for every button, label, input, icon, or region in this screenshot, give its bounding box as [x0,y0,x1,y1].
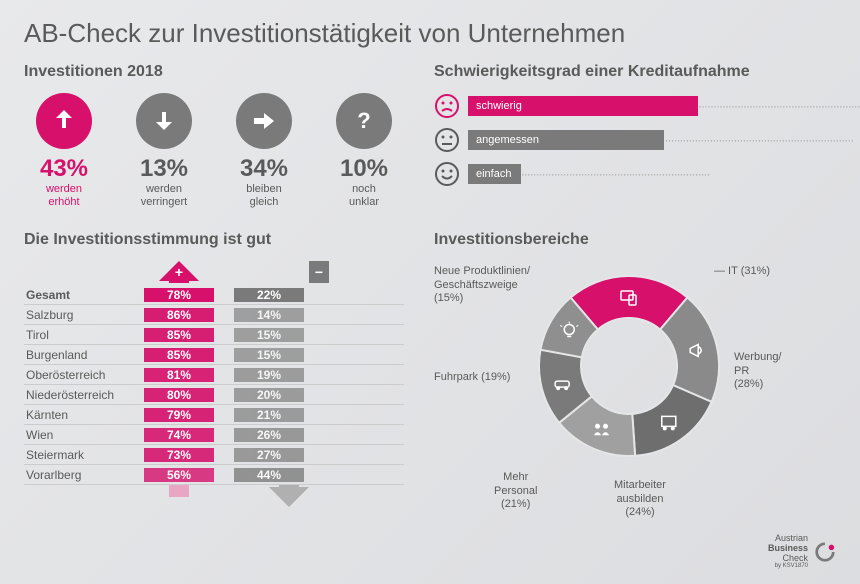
region-name: Oberösterreich [24,368,144,382]
arrow-down-head-icon: − [284,261,354,283]
invest-item: 34% bleibengleich [224,93,304,209]
dots-separator: ········································… [698,99,860,113]
donut-segment [632,385,711,456]
donut-chart [534,271,724,461]
difficulty-title: Schwierigkeitsgrad einer Kreditaufnahme [434,63,860,81]
neg-cell: 15% [234,348,304,362]
table-row: Gesamt 78% 22% [24,285,404,305]
neg-cell: 15% [234,328,304,342]
region-name: Niederösterreich [24,388,144,402]
invest-label: werdenverringert [141,183,187,209]
dots-separator: ········································… [521,167,860,181]
donut-label: Neue Produktlinien/Geschäftszweige (15%) [434,265,530,305]
stimmung-title: Die Investitionsstimmung ist gut [24,231,404,249]
svg-text:−: − [315,264,323,280]
svg-text:?: ? [357,108,370,133]
difficulty-section: Schwierigkeitsgrad einer Kreditaufnahme … [434,63,860,231]
neg-cell: 44% [234,468,304,482]
neutral-face-icon [434,127,460,153]
difficulty-bar: angemessen [468,130,664,150]
pos-cell: 56% [144,468,214,482]
neg-cell: 14% [234,308,304,322]
arrow-down-icon [254,485,324,507]
invest-label: nochunklar [349,183,379,209]
arrow-up-tail-icon [144,485,214,497]
region-name: Wien [24,428,144,442]
bereiche-title: Investitionsbereiche [434,231,860,249]
pos-cell: 85% [144,328,214,342]
neg-cell: 21% [234,408,304,422]
donut-label: Fuhrpark (19%) [434,371,510,384]
region-name: Steiermark [24,448,144,462]
down-icon [136,93,192,149]
table-row: Niederösterreich 80% 20% [24,385,404,405]
logo-mark-icon [814,541,836,563]
table-row: Burgenland 85% 15% [24,345,404,365]
svg-text:+: + [175,264,183,280]
region-name: Gesamt [24,288,144,302]
sad-face-icon [434,93,460,119]
donut-label: Werbung/PR (28%) [734,351,782,391]
logo-sub: by KSV1870 [768,563,808,570]
donut-label: — IT (31%) [714,265,770,278]
neg-cell: 19% [234,368,304,382]
neg-cell: 27% [234,448,304,462]
pos-cell: 86% [144,308,214,322]
donut-label: MehrPersonal (21%) [494,471,537,511]
up-icon [36,93,92,149]
stimmung-section: Die Investitionsstimmung ist gut + − Ges… [24,231,404,507]
question-icon: ? [336,93,392,149]
table-row: Wien 74% 26% [24,425,404,445]
table-row: Salzburg 86% 14% [24,305,404,325]
pos-cell: 78% [144,288,214,302]
neg-cell: 20% [234,388,304,402]
page-title: AB-Check zur Investitionstätigkeit von U… [24,18,836,49]
table-row: Steiermark 73% 27% [24,445,404,465]
region-name: Vorarlberg [24,468,144,482]
brand-logo: Austrian Business Check by KSV1870 [768,534,836,570]
pos-cell: 80% [144,388,214,402]
difficulty-row: schwierig ······························… [434,93,860,119]
happy-face-icon [434,161,460,187]
table-row: Tirol 85% 15% [24,325,404,345]
bereiche-section: Investitionsbereiche — IT (31%) Werbung/P… [434,231,860,507]
investitionen-title: Investitionen 2018 [24,63,404,81]
invest-item: ? 10% nochunklar [324,93,404,209]
logo-line3: Check [768,554,808,564]
region-name: Burgenland [24,348,144,362]
invest-pct: 34% [240,157,288,181]
difficulty-row: angemessen ·····························… [434,127,860,153]
difficulty-bar: einfach [468,164,521,184]
invest-item: 43% werdenerhöht [24,93,104,209]
invest-label: werdenerhöht [46,183,82,209]
difficulty-bar: schwierig [468,96,698,116]
invest-pct: 43% [40,157,88,181]
region-name: Kärnten [24,408,144,422]
pos-cell: 81% [144,368,214,382]
table-row: Vorarlberg 56% 44% [24,465,404,485]
table-row: Oberösterreich 81% 19% [24,365,404,385]
dots-separator: ········································… [664,133,860,147]
region-name: Tirol [24,328,144,342]
difficulty-row: einfach ································… [434,161,860,187]
neg-cell: 22% [234,288,304,302]
pos-cell: 74% [144,428,214,442]
invest-pct: 10% [340,157,388,181]
invest-label: bleibengleich [246,183,281,209]
pos-cell: 85% [144,348,214,362]
investitionen-section: Investitionen 2018 43% werdenerhöht 13% … [24,63,404,231]
pos-cell: 79% [144,408,214,422]
region-name: Salzburg [24,308,144,322]
pos-cell: 73% [144,448,214,462]
invest-item: 13% werdenverringert [124,93,204,209]
donut-label: Mitarbeiterausbilden (24%) [614,479,666,519]
right-icon [236,93,292,149]
neg-cell: 26% [234,428,304,442]
invest-pct: 13% [140,157,188,181]
table-row: Kärnten 79% 21% [24,405,404,425]
arrow-up-icon: + [144,261,214,283]
